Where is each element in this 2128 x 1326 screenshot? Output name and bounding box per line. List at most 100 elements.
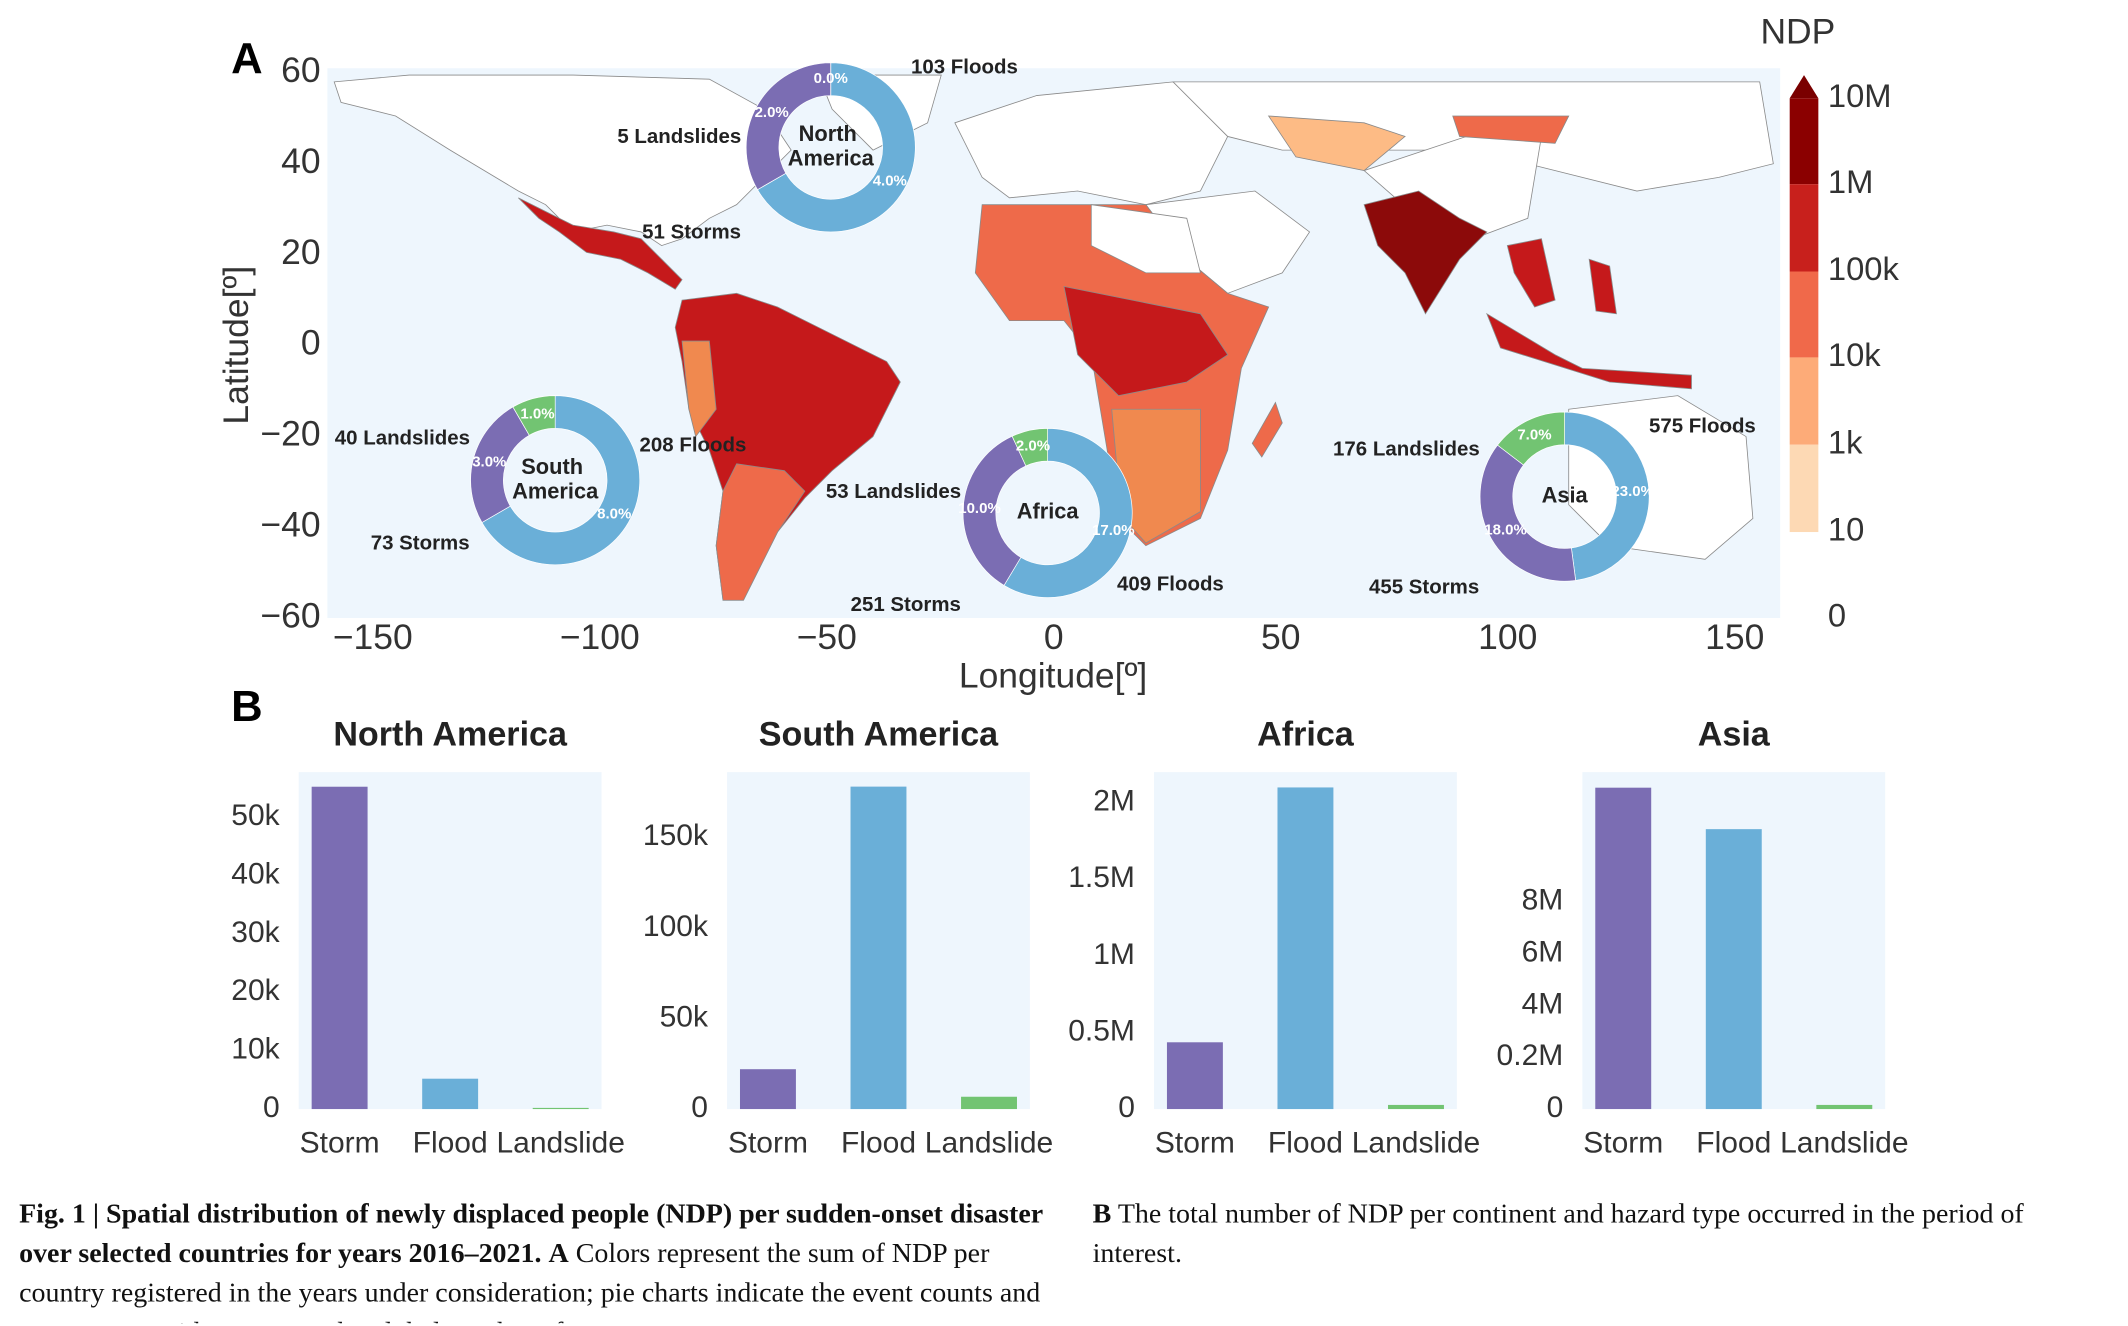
x-tick-label: Landslide bbox=[925, 1126, 1053, 1159]
y-axis-label: Latitude[º] bbox=[216, 266, 256, 425]
donut-segment bbox=[512, 395, 556, 436]
x-tick-label: Landslide bbox=[496, 1126, 624, 1159]
x-tick-label: 150 bbox=[1705, 617, 1764, 657]
x-tick-label: Flood bbox=[841, 1126, 916, 1159]
mongolia bbox=[1452, 115, 1570, 144]
y-tick-label: 0 bbox=[691, 1091, 708, 1124]
map-land bbox=[333, 74, 1774, 601]
y-tick-label: 60 bbox=[281, 50, 320, 90]
colorbar-extension bbox=[1789, 75, 1819, 99]
donut-count-label: 251 Storms bbox=[851, 593, 961, 616]
y-tick-label: 1.5M bbox=[1068, 861, 1135, 894]
y-tick-label: 0 bbox=[301, 323, 321, 363]
donut-count-label: 53 Landslides bbox=[826, 480, 961, 503]
donut-segment bbox=[745, 62, 832, 191]
y-tick-label: 2M bbox=[1093, 785, 1135, 818]
y-tick-label: 30k bbox=[231, 916, 280, 949]
bar bbox=[1595, 787, 1652, 1110]
donut-count-label: 103 Floods bbox=[911, 56, 1018, 79]
donut-percent-label: 2.0% bbox=[1016, 437, 1050, 454]
caption-body: Colors represent the sum of NDP per coun… bbox=[19, 1238, 1041, 1324]
x-tick-label: −150 bbox=[333, 617, 413, 657]
colorbar-label: 100k bbox=[1828, 250, 1900, 287]
bar bbox=[1277, 787, 1334, 1110]
colorbar-label: 10 bbox=[1828, 511, 1864, 548]
caption-part: B The total number of NDP per continent … bbox=[1093, 1195, 2120, 1274]
donut-count-label: 73 Storms bbox=[371, 532, 470, 555]
y-tick-label: 20k bbox=[231, 974, 280, 1007]
bar bbox=[961, 1096, 1017, 1110]
donut-percent-label: 8.0% bbox=[597, 505, 631, 522]
europe bbox=[954, 81, 1229, 206]
y-tick-label: −40 bbox=[260, 504, 320, 544]
donut-center-line: South bbox=[521, 454, 589, 479]
y-tick-label: 6M bbox=[1522, 935, 1564, 968]
colorbar-label: 1k bbox=[1828, 423, 1863, 460]
x-axis-label: Longitude[º] bbox=[959, 655, 1147, 695]
india bbox=[1363, 190, 1488, 315]
southeast-asia bbox=[1506, 238, 1556, 308]
donut-center-label: Africa bbox=[1017, 499, 1080, 524]
colorbar-band bbox=[1789, 357, 1819, 445]
y-tick-label: 1M bbox=[1093, 938, 1135, 971]
y-tick-label: 0.2M bbox=[1497, 1039, 1564, 1072]
caption-label: B bbox=[1092, 1199, 1112, 1230]
bar bbox=[1388, 1104, 1444, 1110]
x-tick-label: 100 bbox=[1478, 617, 1537, 657]
colorbar-label: 10M bbox=[1828, 77, 1892, 114]
y-tick-label: 0 bbox=[263, 1091, 280, 1124]
donut-percent-label: 7.0% bbox=[1517, 426, 1551, 443]
bar bbox=[1816, 1104, 1873, 1110]
x-tick-label: Landslide bbox=[1780, 1126, 1908, 1159]
chart-title: Africa bbox=[1257, 716, 1355, 754]
x-tick-label: Storm bbox=[1583, 1126, 1663, 1159]
y-tick-label: 50k bbox=[231, 799, 280, 832]
bar bbox=[532, 1107, 589, 1110]
colorbar-band bbox=[1789, 184, 1819, 272]
donut-segment bbox=[962, 435, 1027, 586]
y-tick-label: 0 bbox=[1547, 1091, 1564, 1124]
bar bbox=[1705, 829, 1762, 1110]
y-tick-label: 40 bbox=[281, 141, 320, 181]
donut-count-label: 5 Landslides bbox=[617, 125, 741, 148]
caption-title: Fig. 1 | Spatial distribution of newly d… bbox=[19, 1199, 1043, 1269]
y-tick-label: 150k bbox=[643, 819, 709, 852]
donut-center-line: America bbox=[788, 145, 875, 170]
donut-center-label: South America bbox=[512, 454, 599, 504]
donut-count-label: 208 Floods bbox=[640, 434, 747, 457]
x-tick-label: Storm bbox=[300, 1126, 380, 1159]
x-tick-label: Landslide bbox=[1352, 1126, 1480, 1159]
donut-center-line: North bbox=[799, 121, 863, 146]
colorbar-label: 10k bbox=[1828, 336, 1881, 373]
madagascar bbox=[1251, 401, 1283, 458]
x-tick-label: 0 bbox=[1044, 617, 1064, 657]
y-tick-label: 100k bbox=[643, 910, 709, 943]
caption-label: A bbox=[548, 1238, 569, 1269]
caption: Fig. 1 | Spatial distribution of newly d… bbox=[19, 1195, 2120, 1323]
donut-percent-label: 23.0% bbox=[1611, 483, 1654, 500]
donut-center-line: America bbox=[512, 478, 599, 503]
donut-segment bbox=[1564, 411, 1650, 581]
donut-segment bbox=[1011, 428, 1048, 467]
caption-text: Fig. 1 | Spatial distribution of newly d… bbox=[19, 1195, 2120, 1323]
donut-count-label: 40 Landslides bbox=[335, 427, 470, 450]
donut-percent-label: 10.0% bbox=[958, 500, 1001, 517]
donut-segment bbox=[1479, 444, 1577, 582]
chart-title: North America bbox=[333, 716, 568, 754]
bar bbox=[422, 1078, 479, 1110]
x-tick-label: −100 bbox=[560, 617, 640, 657]
chart-title: South America bbox=[759, 716, 999, 754]
philippines bbox=[1588, 258, 1617, 315]
y-tick-label: −60 bbox=[260, 595, 320, 635]
north-america bbox=[333, 74, 792, 247]
panel-label: B bbox=[231, 682, 263, 731]
chart-title: Asia bbox=[1698, 716, 1771, 754]
panel-label: A bbox=[231, 34, 263, 83]
donut-count-label: 176 Landslides bbox=[1333, 438, 1480, 461]
donut-center-label: Asia bbox=[1542, 482, 1589, 507]
colorbar-label: 1M bbox=[1828, 163, 1873, 200]
donut-percent-label: 0.0% bbox=[814, 70, 848, 87]
donut-count-label: 409 Floods bbox=[1117, 573, 1224, 596]
y-tick-label: 0.5M bbox=[1068, 1014, 1135, 1047]
